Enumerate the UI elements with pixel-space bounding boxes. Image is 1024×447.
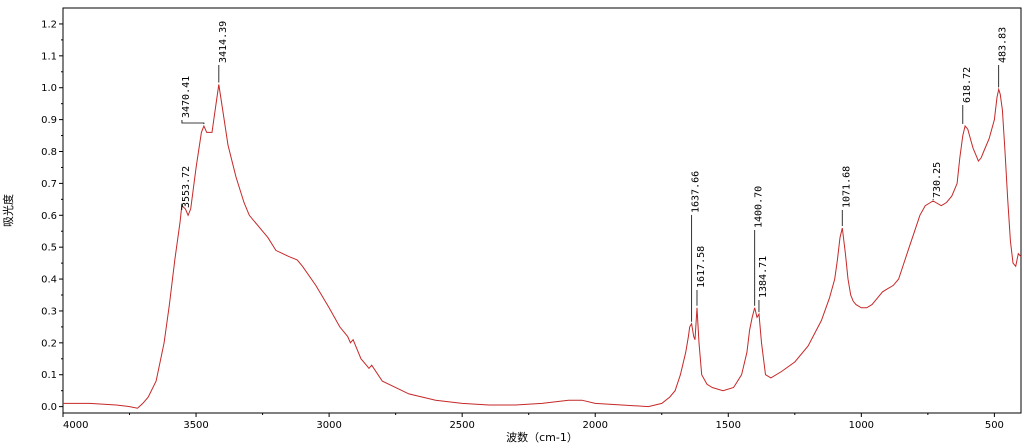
y-tick-label: 0.1 [41, 370, 57, 381]
y-tick-label: 0.3 [41, 306, 57, 317]
peak-label: 3553.72 [181, 166, 192, 208]
y-tick-label: 0.4 [41, 275, 57, 286]
series-layer [63, 84, 1022, 409]
peak-label: 618.72 [962, 67, 973, 103]
y-tick-label: 1.2 [41, 19, 57, 30]
x-tick-label: 1000 [849, 420, 874, 431]
x-tick-label: 1500 [716, 420, 741, 431]
y-axis: 0.0 0.1 0.2 0.3 0.4 0.5 0.6 0.7 0.8 0.9 1.0 1.1 1.2 [41, 19, 63, 413]
plot-frame [62, 7, 1022, 414]
x-axis-title: 波数（cm-1） [506, 431, 578, 444]
peak-label: 1400.70 [754, 186, 765, 228]
peak-leader-line [181, 120, 205, 124]
y-tick-label: 0.7 [41, 179, 57, 190]
peak-label: 730.25 [932, 162, 943, 198]
y-tick-label: 0.8 [41, 147, 57, 158]
x-tick-label: 2000 [582, 420, 607, 431]
peak-label: 1384.71 [758, 256, 769, 298]
y-tick-label: 1.1 [41, 51, 57, 62]
y-tick-label: 0.6 [41, 211, 57, 222]
peak-label: 1637.66 [691, 171, 702, 213]
x-tick-label: 2500 [449, 420, 474, 431]
peak-label: 1071.68 [841, 166, 852, 208]
x-tick-label: 3500 [183, 420, 208, 431]
x-tick-label: 4000 [63, 420, 88, 431]
x-axis: 4000 3500 3000 2500 2000 1500 1000 500 [62, 413, 1004, 431]
y-tick-label: 0.9 [41, 115, 57, 126]
y-tick-label: 0.0 [41, 402, 57, 413]
y-tick-label: 0.5 [41, 243, 57, 254]
peak-label: 3470.41 [181, 76, 192, 118]
peak-label: 1617.58 [696, 246, 707, 288]
spectrum-line [63, 84, 1022, 409]
peak-label: 3414.39 [218, 21, 229, 63]
x-tick-label: 500 [985, 420, 1004, 431]
plot-area [62, 7, 1022, 414]
y-tick-label: 1.0 [41, 83, 57, 94]
peak-labels: 3553.72 3470.41 3414.39 1637.66 1617.58 1400.… [181, 21, 1009, 322]
y-tick-label: 0.2 [41, 338, 57, 349]
x-tick-label: 3000 [316, 420, 341, 431]
peak-label: 483.83 [998, 27, 1009, 63]
y-axis-title: 吸光度 [1, 194, 15, 227]
